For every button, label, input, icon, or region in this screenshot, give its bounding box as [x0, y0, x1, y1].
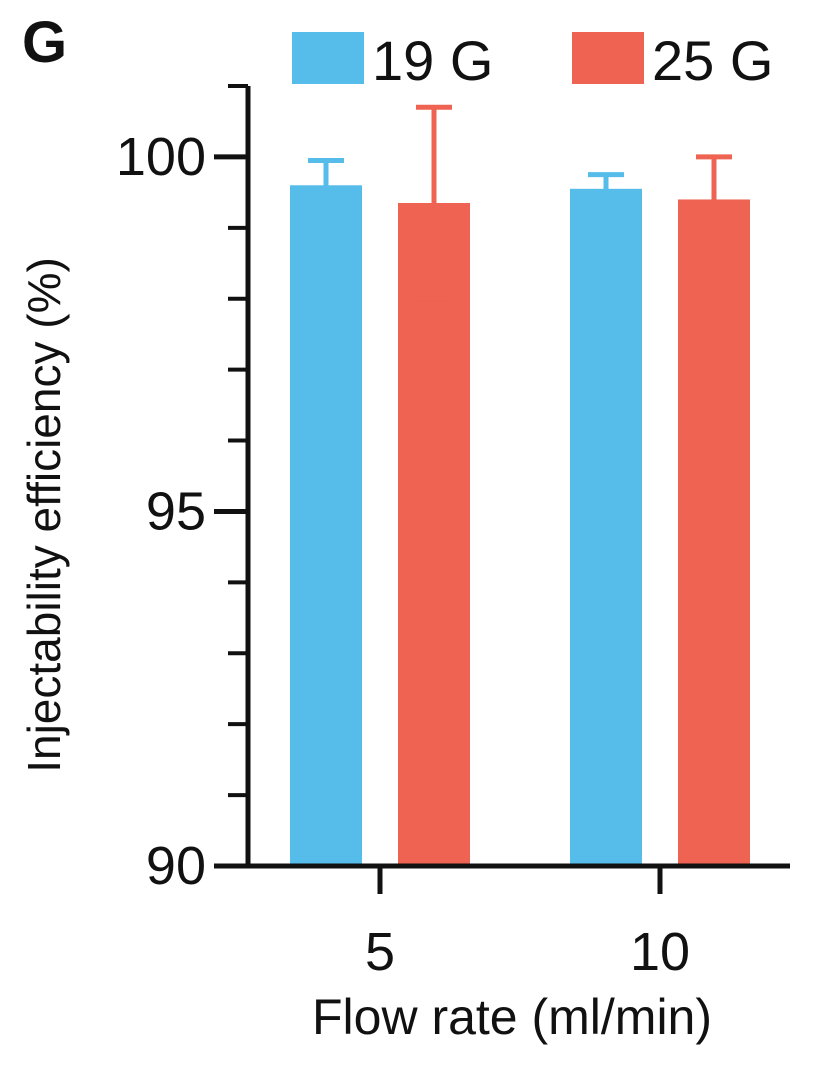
error-bar-25g-10 — [696, 154, 732, 245]
y-tick-label: 95 — [146, 481, 206, 541]
bar-19g-5 — [290, 185, 362, 867]
error-bar-19g-10 — [588, 172, 624, 206]
panel-label: G — [22, 10, 67, 75]
y-tick-label: 100 — [116, 127, 206, 187]
legend: 19 G 25 G — [292, 29, 773, 92]
bar-19g-10 — [570, 188, 642, 866]
legend-label-19g: 19 G — [372, 29, 493, 92]
x-axis-label: Flow rate (ml/min) — [312, 989, 712, 1045]
y-tick-label: 90 — [146, 836, 206, 896]
legend-label-25g: 25 G — [652, 29, 773, 92]
bar-25g-5 — [398, 203, 470, 866]
x-tick-label: 5 — [365, 922, 395, 982]
y-axis-label: Injectability efficiency (%) — [18, 257, 70, 773]
bar-25g-10 — [678, 199, 750, 867]
error-bar-25g-5 — [416, 104, 452, 302]
plot-area: 90 95 100 5 10 — [116, 84, 790, 982]
legend-swatch-19g — [292, 32, 364, 84]
error-bar-19g-5 — [308, 157, 344, 213]
legend-swatch-25g — [572, 32, 644, 84]
x-tick-label: 10 — [630, 922, 690, 982]
